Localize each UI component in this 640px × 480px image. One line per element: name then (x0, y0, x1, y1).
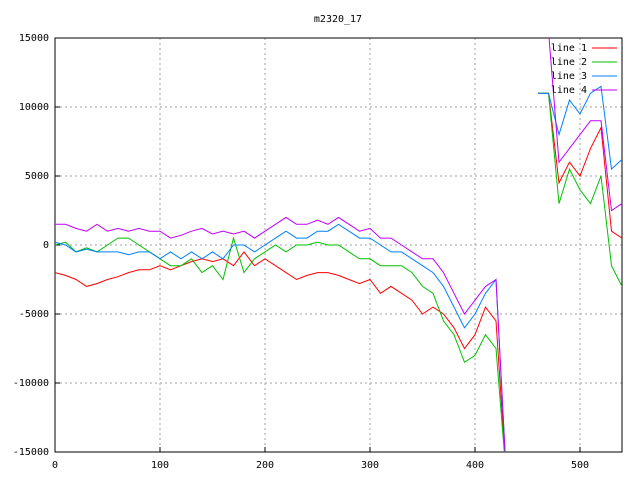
y-tick-label: 15000 (19, 33, 49, 44)
legend-label: line 3 (551, 71, 587, 82)
y-tick-label: -10000 (13, 378, 49, 389)
plot-area (55, 38, 622, 452)
data-line (55, 38, 622, 452)
y-tick-label: -15000 (13, 447, 49, 458)
x-tick-label: 100 (151, 460, 169, 471)
legend-label: line 2 (551, 57, 587, 68)
x-tick-label: 200 (256, 460, 274, 471)
data-line (55, 92, 622, 452)
y-tick-label: 10000 (19, 102, 49, 113)
x-tick-label: 0 (52, 460, 58, 471)
x-tick-label: 300 (361, 460, 379, 471)
x-tick-label: 400 (466, 460, 484, 471)
data-line (55, 85, 622, 452)
legend-label: line 1 (551, 43, 587, 54)
x-tick-label: 500 (571, 460, 589, 471)
y-tick-label: -5000 (19, 309, 49, 320)
y-tick-label: 5000 (25, 171, 49, 182)
y-tick-label: 0 (43, 240, 49, 251)
chart-title: m2320_17 (314, 14, 362, 25)
data-line (55, 92, 622, 452)
legend-label: line 4 (551, 85, 587, 96)
